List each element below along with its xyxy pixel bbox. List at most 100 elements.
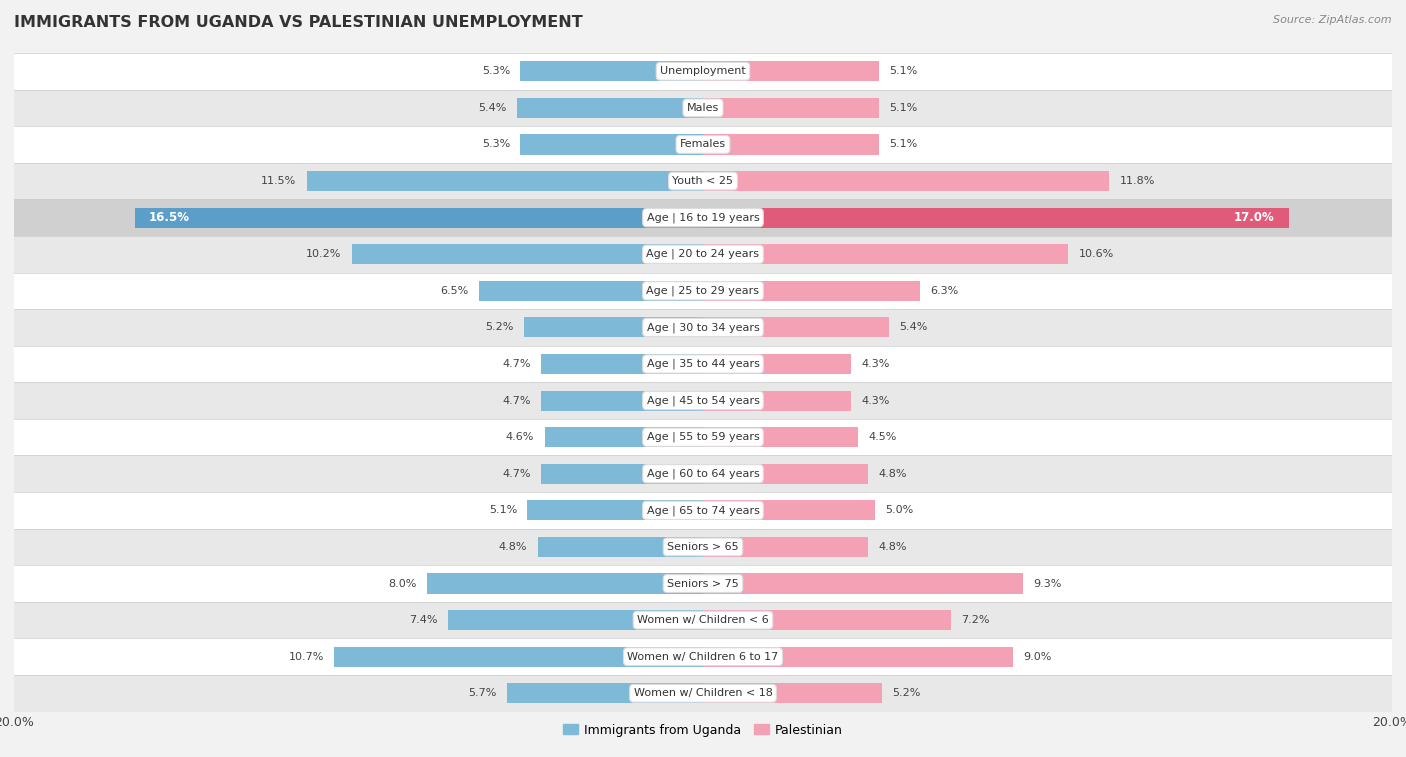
Text: 9.3%: 9.3% bbox=[1033, 578, 1062, 588]
Text: Women w/ Children < 6: Women w/ Children < 6 bbox=[637, 615, 769, 625]
Bar bbox=[14, 53, 1392, 89]
Bar bbox=[703, 500, 875, 520]
Bar bbox=[427, 574, 703, 593]
Text: 16.5%: 16.5% bbox=[149, 211, 190, 224]
Bar bbox=[14, 199, 1392, 236]
Text: Seniors > 75: Seniors > 75 bbox=[666, 578, 740, 588]
Text: 11.8%: 11.8% bbox=[1119, 176, 1156, 186]
Text: 5.4%: 5.4% bbox=[478, 103, 506, 113]
Bar bbox=[14, 273, 1392, 309]
Text: Males: Males bbox=[688, 103, 718, 113]
Text: 4.3%: 4.3% bbox=[862, 359, 890, 369]
Bar bbox=[703, 464, 869, 484]
Bar bbox=[352, 245, 703, 264]
Bar bbox=[703, 391, 851, 410]
Bar bbox=[14, 419, 1392, 456]
Text: Women w/ Children < 18: Women w/ Children < 18 bbox=[634, 688, 772, 698]
Bar bbox=[703, 684, 882, 703]
Bar bbox=[14, 126, 1392, 163]
Bar bbox=[527, 500, 703, 520]
Bar bbox=[537, 537, 703, 557]
Text: 4.7%: 4.7% bbox=[502, 469, 531, 478]
Text: Women w/ Children 6 to 17: Women w/ Children 6 to 17 bbox=[627, 652, 779, 662]
Text: 4.7%: 4.7% bbox=[502, 359, 531, 369]
Bar bbox=[703, 281, 920, 301]
Text: Age | 55 to 59 years: Age | 55 to 59 years bbox=[647, 432, 759, 442]
Text: 17.0%: 17.0% bbox=[1234, 211, 1275, 224]
Bar bbox=[703, 135, 879, 154]
Bar bbox=[14, 382, 1392, 419]
Text: Age | 35 to 44 years: Age | 35 to 44 years bbox=[647, 359, 759, 369]
Bar bbox=[703, 207, 1289, 228]
Text: 9.0%: 9.0% bbox=[1024, 652, 1052, 662]
Text: 4.3%: 4.3% bbox=[862, 396, 890, 406]
Text: IMMIGRANTS FROM UGANDA VS PALESTINIAN UNEMPLOYMENT: IMMIGRANTS FROM UGANDA VS PALESTINIAN UN… bbox=[14, 15, 583, 30]
Text: 10.2%: 10.2% bbox=[307, 249, 342, 259]
Bar bbox=[307, 171, 703, 191]
Text: 4.6%: 4.6% bbox=[506, 432, 534, 442]
Bar bbox=[335, 646, 703, 667]
Text: Females: Females bbox=[681, 139, 725, 149]
Text: Source: ZipAtlas.com: Source: ZipAtlas.com bbox=[1274, 15, 1392, 25]
Text: 7.4%: 7.4% bbox=[409, 615, 437, 625]
Text: 4.8%: 4.8% bbox=[879, 469, 907, 478]
Text: Age | 20 to 24 years: Age | 20 to 24 years bbox=[647, 249, 759, 260]
Text: 5.2%: 5.2% bbox=[893, 688, 921, 698]
Text: 5.4%: 5.4% bbox=[900, 322, 928, 332]
Text: 5.1%: 5.1% bbox=[489, 506, 517, 516]
Text: Age | 16 to 19 years: Age | 16 to 19 years bbox=[647, 213, 759, 223]
Bar bbox=[703, 646, 1012, 667]
Bar bbox=[14, 456, 1392, 492]
Bar bbox=[703, 245, 1069, 264]
Text: 5.1%: 5.1% bbox=[889, 103, 917, 113]
Text: 5.7%: 5.7% bbox=[468, 688, 496, 698]
Bar bbox=[14, 346, 1392, 382]
Bar bbox=[135, 207, 703, 228]
Text: 5.1%: 5.1% bbox=[889, 67, 917, 76]
Text: Age | 30 to 34 years: Age | 30 to 34 years bbox=[647, 322, 759, 332]
Bar bbox=[517, 98, 703, 118]
Legend: Immigrants from Uganda, Palestinian: Immigrants from Uganda, Palestinian bbox=[558, 718, 848, 742]
Bar bbox=[14, 236, 1392, 273]
Bar bbox=[14, 309, 1392, 346]
Bar bbox=[14, 565, 1392, 602]
Text: 5.1%: 5.1% bbox=[889, 139, 917, 149]
Bar bbox=[520, 135, 703, 154]
Text: Seniors > 65: Seniors > 65 bbox=[668, 542, 738, 552]
Bar bbox=[541, 464, 703, 484]
Text: 7.2%: 7.2% bbox=[962, 615, 990, 625]
Text: 4.7%: 4.7% bbox=[502, 396, 531, 406]
Bar bbox=[703, 317, 889, 338]
Text: Unemployment: Unemployment bbox=[661, 67, 745, 76]
Bar bbox=[541, 354, 703, 374]
Text: 4.8%: 4.8% bbox=[499, 542, 527, 552]
Bar bbox=[703, 427, 858, 447]
Bar bbox=[703, 610, 950, 630]
Text: Youth < 25: Youth < 25 bbox=[672, 176, 734, 186]
Bar bbox=[703, 537, 869, 557]
Bar bbox=[520, 61, 703, 81]
Bar bbox=[541, 391, 703, 410]
Bar bbox=[449, 610, 703, 630]
Text: 10.6%: 10.6% bbox=[1078, 249, 1114, 259]
Text: 4.5%: 4.5% bbox=[869, 432, 897, 442]
Text: 6.3%: 6.3% bbox=[931, 286, 959, 296]
Text: 10.7%: 10.7% bbox=[288, 652, 323, 662]
Text: 5.3%: 5.3% bbox=[482, 67, 510, 76]
Text: 11.5%: 11.5% bbox=[262, 176, 297, 186]
Text: 5.3%: 5.3% bbox=[482, 139, 510, 149]
Text: 4.8%: 4.8% bbox=[879, 542, 907, 552]
Bar bbox=[14, 528, 1392, 565]
Bar bbox=[14, 492, 1392, 528]
Bar bbox=[703, 61, 879, 81]
Bar bbox=[14, 675, 1392, 712]
Bar bbox=[14, 163, 1392, 199]
Text: Age | 60 to 64 years: Age | 60 to 64 years bbox=[647, 469, 759, 479]
Bar bbox=[703, 98, 879, 118]
Text: 6.5%: 6.5% bbox=[440, 286, 468, 296]
Bar bbox=[703, 171, 1109, 191]
Bar bbox=[14, 638, 1392, 675]
Text: Age | 65 to 74 years: Age | 65 to 74 years bbox=[647, 505, 759, 516]
Text: Age | 45 to 54 years: Age | 45 to 54 years bbox=[647, 395, 759, 406]
Text: Age | 25 to 29 years: Age | 25 to 29 years bbox=[647, 285, 759, 296]
